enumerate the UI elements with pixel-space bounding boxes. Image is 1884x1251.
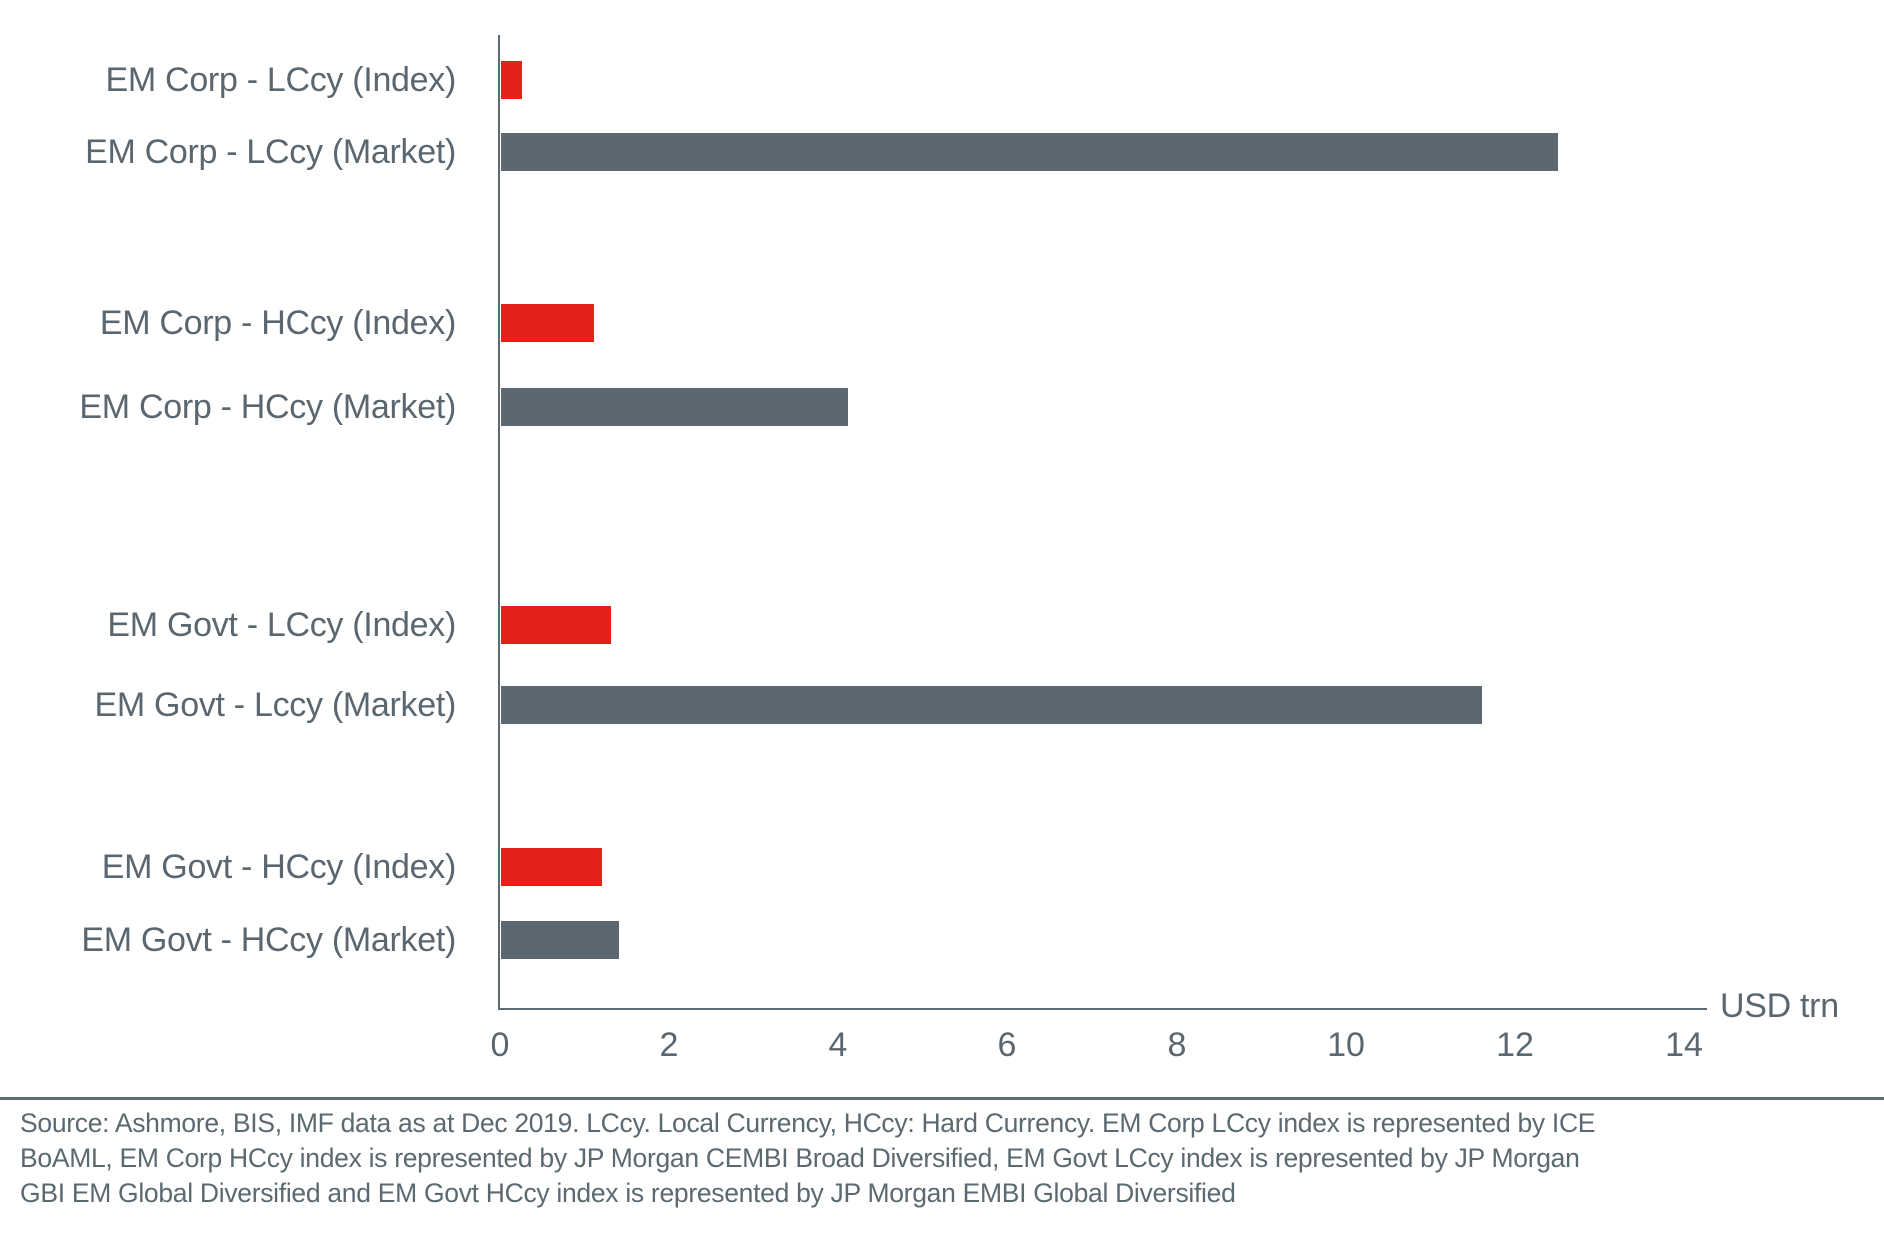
bar-em-govt-hccy-index xyxy=(501,848,602,886)
bar-em-govt-hccy-market xyxy=(501,921,619,959)
bar-em-corp-hccy-index xyxy=(501,304,594,342)
category-label-em-corp-hccy-market: EM Corp - HCcy (Market) xyxy=(79,387,456,426)
x-tick-label-14: 14 xyxy=(1665,1026,1703,1064)
x-tick-label-12: 12 xyxy=(1496,1026,1534,1064)
category-label-em-corp-lccy-index: EM Corp - LCcy (Index) xyxy=(105,60,457,99)
x-axis-line xyxy=(498,1008,1707,1010)
category-label-em-govt-lccy-index: EM Govt - LCcy (Index) xyxy=(107,605,456,644)
x-tick-label-0: 0 xyxy=(490,1026,510,1064)
footer-divider xyxy=(0,1097,1884,1100)
x-tick-label-8: 8 xyxy=(1167,1026,1187,1064)
bar-em-corp-hccy-market xyxy=(501,388,848,426)
x-axis-unit-label: USD trn xyxy=(1720,987,1839,1025)
x-tick-label-6: 6 xyxy=(997,1026,1017,1064)
source-text: Source: Ashmore, BIS, IMF data as at Dec… xyxy=(20,1108,1596,1208)
category-label-em-corp-hccy-index: EM Corp - HCcy (Index) xyxy=(99,303,456,342)
category-label-em-govt-hccy-index: EM Govt - HCcy (Index) xyxy=(101,847,457,886)
bar-em-corp-lccy-index xyxy=(501,61,522,99)
category-label-em-govt-hccy-market: EM Govt - HCcy (Market) xyxy=(81,920,456,959)
x-tick-label-10: 10 xyxy=(1327,1026,1365,1064)
bar-em-govt-lccy-index xyxy=(501,606,611,644)
y-axis-line xyxy=(498,35,500,1010)
x-tick-label-4: 4 xyxy=(828,1026,848,1064)
bar-em-govt-lccy-market xyxy=(501,686,1482,724)
category-label-em-corp-lccy-market: EM Corp - LCcy (Market) xyxy=(85,132,456,171)
x-tick-label-2: 2 xyxy=(659,1026,679,1064)
bar-em-corp-lccy-market xyxy=(501,133,1558,171)
category-label-em-govt-lccy-market: EM Govt - Lccy (Market) xyxy=(94,685,457,724)
